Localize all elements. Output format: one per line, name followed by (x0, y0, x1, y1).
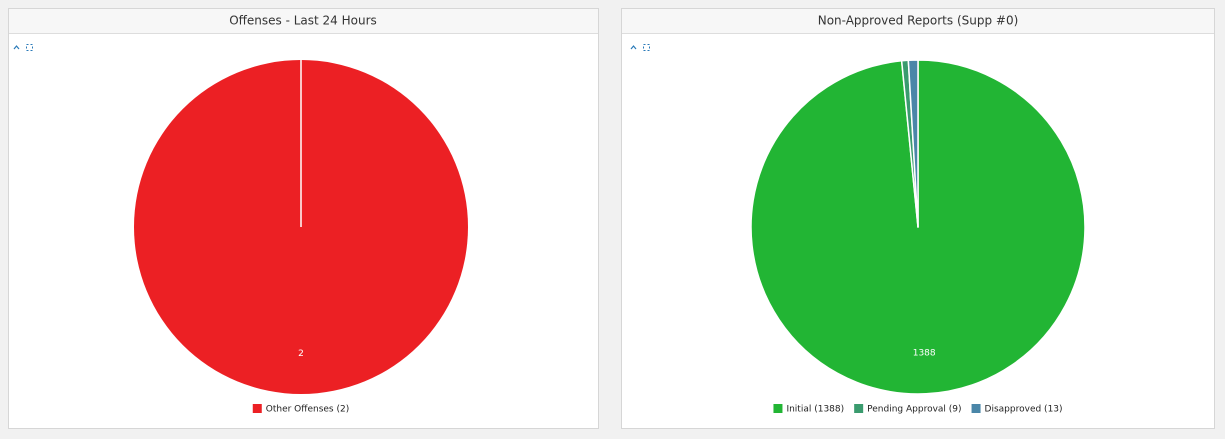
legend: Other Offenses (2) (252, 404, 349, 415)
legend-swatch (854, 404, 864, 413)
legend-label: Disapproved (13) (985, 405, 1063, 415)
collapse-icon[interactable] (13, 45, 20, 50)
legend-label: Pending Approval (9) (867, 405, 961, 415)
legend: Initial (1388) Pending Approval (9) Disapp… (773, 404, 1063, 415)
panel-title: Offenses - Last 24 Hours (229, 14, 377, 28)
expand-icon[interactable] (26, 44, 33, 51)
collapse-icon[interactable] (630, 45, 637, 50)
expand-icon[interactable] (643, 44, 650, 51)
legend-swatch (971, 404, 981, 413)
panel-title: Non-Approved Reports (Supp #0) (818, 14, 1019, 28)
panel-header (9, 9, 598, 33)
data-label: 2 (298, 349, 304, 359)
pie-slice (907, 59, 919, 228)
legend-swatch (773, 404, 783, 413)
panel-header (622, 9, 1214, 33)
legend-swatch (252, 404, 262, 413)
legend-label: Initial (1388) (786, 405, 844, 415)
data-label: 1388 (913, 349, 936, 359)
legend-label: Other Offenses (2) (266, 405, 349, 415)
